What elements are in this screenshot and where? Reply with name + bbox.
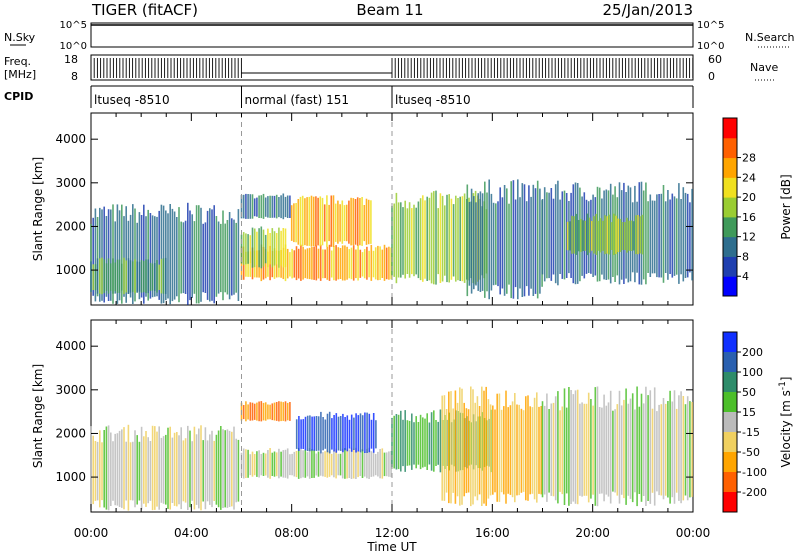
y-axis-label: Slant Range [km] xyxy=(31,364,45,468)
colorbar-swatch xyxy=(723,412,737,433)
colorbar-swatch xyxy=(723,118,737,139)
colorbar-tick-label: -200 xyxy=(742,486,767,499)
colorbar-swatch xyxy=(723,372,737,393)
freq-label: Freq. xyxy=(4,55,31,68)
nsearch-label: N.Search xyxy=(745,31,795,44)
colorbar-tick-label: 24 xyxy=(742,171,756,184)
colorbar-frame xyxy=(722,331,738,513)
freq-tick-bottom: 8 xyxy=(71,70,78,83)
colorbar-tick-label: 12 xyxy=(742,231,756,244)
colorbar-tick-label: 8 xyxy=(742,250,749,263)
freq-unit-label: [MHz] xyxy=(4,68,36,81)
x-axis-label: Time UT xyxy=(366,540,417,554)
x-tick-label: 00:00 xyxy=(74,526,109,540)
cpid-segment-label: ltuseq -8510 xyxy=(395,93,471,107)
data-region xyxy=(90,257,167,295)
power-colorbar: 4 8 12 16 20 24 28 Power [dB] xyxy=(722,117,793,297)
nave-tick-top: 60 xyxy=(708,53,722,66)
x-tick-label: 12:00 xyxy=(375,526,410,540)
colorbar-swatch xyxy=(723,492,737,513)
velocity-panel: 1000 2000 3000 4000 Slant Range [km] xyxy=(31,319,694,513)
colorbar-swatch xyxy=(723,452,737,473)
y-tick-label: 1000 xyxy=(55,470,86,484)
data-region xyxy=(290,195,372,247)
colorbar-tick-label: 200 xyxy=(742,346,763,359)
colorbar-swatch xyxy=(723,352,737,373)
x-tick-label: 00:00 xyxy=(676,526,711,540)
colorbar-tick-label: 15 xyxy=(742,406,756,419)
y-tick-label: 2000 xyxy=(55,219,86,233)
colorbar-swatch xyxy=(723,256,737,277)
data-region xyxy=(466,179,543,300)
data-region xyxy=(541,386,693,507)
n-tick-left-top: 10^5 xyxy=(60,20,87,31)
colorbar-tick-label: 4 xyxy=(742,270,749,283)
y-tick-label: 2000 xyxy=(55,426,86,440)
colorbar-label: Power [dB] xyxy=(779,174,793,239)
x-tick-label: 08:00 xyxy=(274,526,309,540)
x-tick-label: 16:00 xyxy=(475,526,510,540)
data-region xyxy=(240,401,291,422)
x-tick-label: 04:00 xyxy=(174,526,209,540)
colorbar-swatch xyxy=(723,157,737,178)
cpid-segment-label: normal (fast) 151 xyxy=(245,93,349,107)
data-region xyxy=(441,386,543,507)
data-region xyxy=(240,447,392,479)
n-tick-right-top: 10^5 xyxy=(697,20,724,31)
n-tick-right-bottom: 10^0 xyxy=(697,41,724,52)
y-tick-label: 4000 xyxy=(55,339,86,353)
colorbar-tick-label: 50 xyxy=(742,386,756,399)
x-tick-label: 20:00 xyxy=(575,526,610,540)
colorbar-swatch xyxy=(723,276,737,297)
colorbar-swatch xyxy=(723,216,737,238)
colorbar-swatch xyxy=(723,236,737,257)
y-tick-label: 4000 xyxy=(55,132,86,146)
colorbar-swatch xyxy=(723,432,737,453)
power-panel: 1000 2000 3000 4000 Slant Range [km] xyxy=(31,112,694,306)
colorbar-swatch xyxy=(723,332,737,353)
y-tick-label: 3000 xyxy=(55,176,86,190)
colorbar-tick-label: 28 xyxy=(742,152,756,165)
data-region xyxy=(240,193,291,220)
cpid-strip: ltuseq -8510 normal (fast) 151 ltuseq -851… xyxy=(90,85,694,108)
y-tick-label: 3000 xyxy=(55,383,86,397)
colorbar-tick-label: -15 xyxy=(742,426,760,439)
freq-tick-top: 18 xyxy=(64,53,78,66)
y-tick-label: 1000 xyxy=(55,263,86,277)
cpid-segment-label: ltuseq -8510 xyxy=(94,93,170,107)
data-region xyxy=(566,213,644,256)
n-tick-left-bottom: 10^0 xyxy=(60,41,87,52)
time-axis: 00:00 04:00 08:00 12:00 16:00 20:00 00:00 Time … xyxy=(74,526,711,554)
nsky-strip xyxy=(90,22,694,48)
velocity-colorbar: 200 100 50 15 -15 -50 -100 -200 Velocity [m s-1] xyxy=(722,331,793,513)
colorbar-tick-label: 20 xyxy=(742,191,756,204)
cpid-label: CPID xyxy=(4,90,33,103)
data-region xyxy=(295,411,377,454)
colorbar-frame xyxy=(722,117,738,297)
colorbar-swatch xyxy=(723,177,737,198)
data-region xyxy=(541,180,693,286)
freq-square-wave xyxy=(90,58,694,78)
colorbar-swatch xyxy=(723,392,737,413)
colorbar-tick-label: 100 xyxy=(742,366,763,379)
beam-label: Beam 11 xyxy=(356,1,423,19)
colorbar-label: Velocity [m s-1] xyxy=(778,377,793,468)
nave-label: Nave xyxy=(750,61,778,74)
freq-trace xyxy=(90,58,694,78)
colorbar-swatch xyxy=(723,197,737,218)
colorbar-swatch xyxy=(723,472,737,493)
colorbar-swatch xyxy=(723,137,737,159)
colorbar-tick-label: -50 xyxy=(742,446,760,459)
colorbar-tick-label: 16 xyxy=(742,211,756,224)
colorbar-tick-label: -100 xyxy=(742,466,767,479)
date-label: 25/Jan/2013 xyxy=(603,1,694,19)
nsky-label: N.Sky xyxy=(4,31,36,44)
data-region xyxy=(240,226,287,269)
data-region xyxy=(90,424,240,511)
y-axis-label: Slant Range [km] xyxy=(31,157,45,261)
nave-tick-bottom: 0 xyxy=(708,70,715,83)
plot-title: TIGER (fitACF) xyxy=(91,1,198,19)
